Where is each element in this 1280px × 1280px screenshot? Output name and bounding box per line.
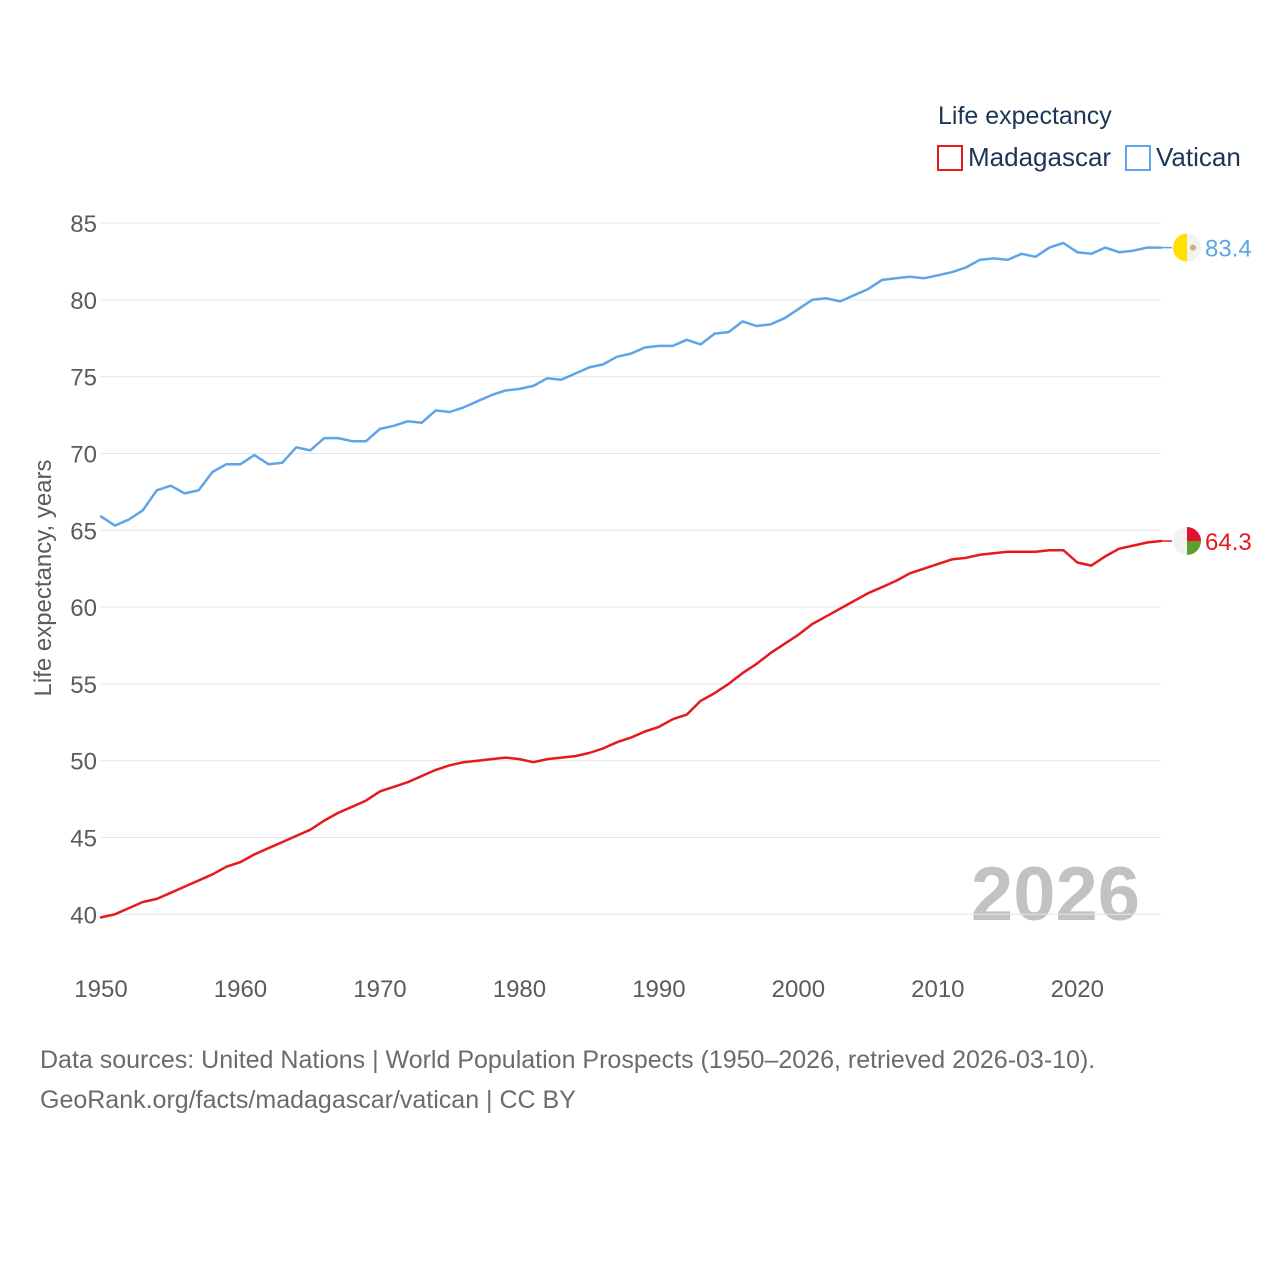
current-year-stamp: 2026 (971, 852, 1140, 937)
life-expectancy-chart: Life expectancy Madagascar Vatican Life … (30, 102, 1252, 1003)
gridlines (101, 222, 1161, 915)
y-tick-label-80: 80 (70, 288, 97, 315)
y-axis-ticks: 40 45 50 55 60 65 70 75 80 85 (70, 211, 97, 929)
x-tick-label-1970: 1970 (353, 976, 406, 1003)
legend-item-madagascar[interactable]: Madagascar (937, 142, 1111, 172)
y-tick-label-70: 70 (70, 441, 97, 468)
legend-label-vatican: Vatican (1156, 142, 1241, 172)
y-tick-label-55: 55 (70, 672, 97, 699)
y-tick-label-50: 50 (70, 749, 97, 776)
y-tick-label-85: 85 (70, 211, 97, 238)
x-axis-ticks: 1950 1960 1970 1980 1990 2000 2010 2020 (74, 976, 1104, 1003)
y-tick-label-75: 75 (70, 365, 97, 392)
y-tick-label-45: 45 (70, 825, 97, 852)
end-labels: 64.3 83.4 (1205, 236, 1252, 556)
legend-title: Life expectancy (938, 102, 1112, 130)
x-tick-label-2010: 2010 (911, 976, 964, 1003)
y-tick-label-65: 65 (70, 518, 97, 545)
data-source-line: Data sources: United Nations | World Pop… (40, 1046, 1096, 1074)
series-line-madagascar (99, 539, 1163, 919)
madagascar-flag-icon (1173, 527, 1201, 555)
legend-item-vatican[interactable]: Vatican (1125, 142, 1241, 172)
x-tick-label-1950: 1950 (74, 976, 127, 1003)
end-markers (1173, 233, 1201, 555)
series-line-vatican (99, 241, 1163, 527)
legend: Life expectancy Madagascar Vatican (937, 102, 1241, 172)
y-tick-label-40: 40 (70, 902, 97, 929)
vatican-flag-icon (1173, 233, 1201, 262)
y-tick-label-60: 60 (70, 595, 97, 622)
legend-label-madagascar: Madagascar (968, 142, 1111, 172)
x-tick-label-2020: 2020 (1051, 976, 1104, 1003)
legend-swatch-madagascar (937, 145, 963, 171)
legend-swatch-vatican (1125, 145, 1151, 171)
end-label-madagascar: 64.3 (1205, 529, 1252, 556)
y-axis-title: Life expectancy, years (30, 459, 57, 696)
x-tick-label-2000: 2000 (772, 976, 825, 1003)
x-tick-label-1990: 1990 (632, 976, 685, 1003)
footer: Data sources: United Nations | World Pop… (40, 1040, 1095, 1120)
series-lines (99, 241, 1172, 919)
end-label-vatican: 83.4 (1205, 236, 1252, 263)
attribution-line[interactable]: GeoRank.org/facts/madagascar/vatican | C… (40, 1086, 576, 1114)
x-tick-label-1960: 1960 (214, 976, 267, 1003)
x-tick-label-1980: 1980 (493, 976, 546, 1003)
